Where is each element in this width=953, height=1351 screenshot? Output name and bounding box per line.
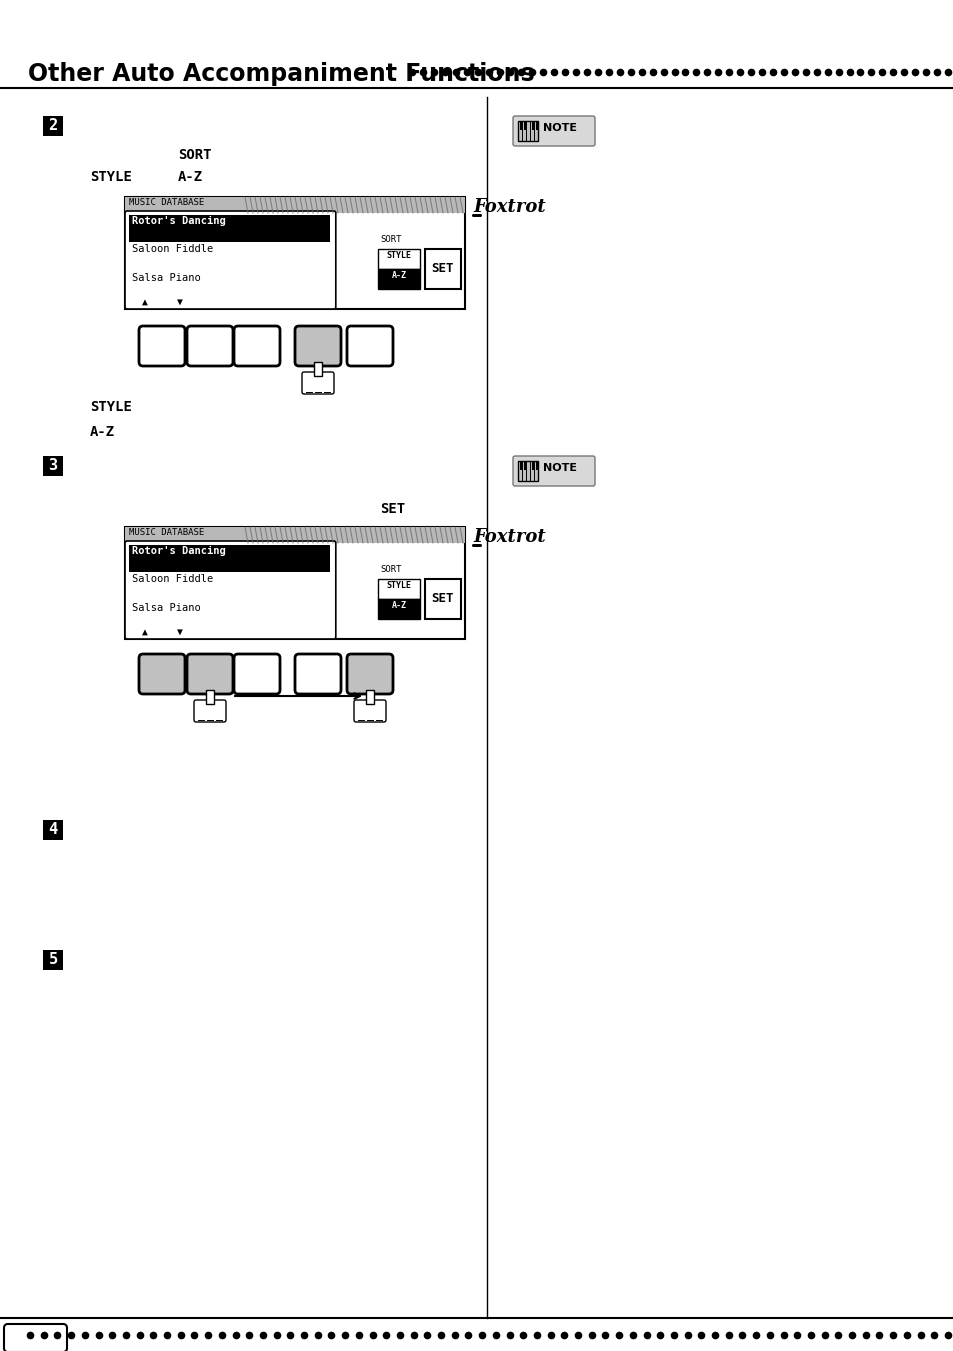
Bar	[377, 249, 419, 269]
Text: Salsa Piano: Salsa Piano	[132, 603, 200, 612]
Text: 4: 4	[49, 823, 57, 838]
FancyBboxPatch shape	[233, 654, 280, 694]
Text: STYLE: STYLE	[386, 251, 411, 259]
Text: A-Z: A-Z	[178, 170, 203, 184]
Bar	[523, 122, 525, 130]
Bar	[366, 690, 374, 704]
Bar	[125, 527, 464, 543]
FancyBboxPatch shape	[4, 1324, 67, 1351]
FancyBboxPatch shape	[193, 700, 226, 721]
Bar	[43, 457, 63, 476]
Text: A-Z: A-Z	[391, 601, 406, 611]
FancyBboxPatch shape	[139, 326, 185, 366]
Bar	[43, 116, 63, 136]
FancyBboxPatch shape	[233, 326, 280, 366]
Text: SORT: SORT	[379, 235, 401, 245]
Text: A-Z: A-Z	[391, 272, 406, 280]
Text: A-Z: A-Z	[90, 426, 115, 439]
FancyBboxPatch shape	[294, 326, 340, 366]
Text: Salsa Piano: Salsa Piano	[132, 273, 200, 282]
Text: SORT: SORT	[178, 149, 212, 162]
Text: SET: SET	[379, 503, 405, 516]
FancyBboxPatch shape	[354, 700, 386, 721]
Bar	[129, 215, 330, 242]
Bar	[519, 461, 521, 470]
Bar	[377, 598, 419, 619]
Bar	[536, 461, 537, 470]
Bar	[129, 544, 330, 573]
Text: Other Auto Accompaniment Functions: Other Auto Accompaniment Functions	[28, 62, 534, 86]
Bar	[536, 122, 537, 130]
Bar	[517, 461, 537, 481]
Text: Foxtrot: Foxtrot	[473, 199, 545, 216]
Bar	[206, 690, 213, 704]
Bar	[517, 122, 537, 141]
Bar	[125, 197, 464, 213]
Text: STYLE: STYLE	[90, 400, 132, 413]
Text: MUSIC DATABASE: MUSIC DATABASE	[129, 199, 204, 207]
FancyBboxPatch shape	[187, 326, 233, 366]
FancyBboxPatch shape	[139, 654, 185, 694]
Text: STYLE: STYLE	[90, 170, 132, 184]
Text: SET: SET	[432, 262, 454, 276]
FancyBboxPatch shape	[513, 457, 595, 486]
Text: ▲: ▲	[142, 627, 148, 638]
FancyBboxPatch shape	[347, 654, 393, 694]
Bar	[43, 820, 63, 840]
Bar	[314, 362, 322, 376]
Text: SORT: SORT	[379, 565, 401, 574]
Text: ▼: ▼	[177, 627, 183, 638]
Text: 3: 3	[49, 458, 57, 473]
Text: Saloon Fiddle: Saloon Fiddle	[132, 245, 213, 254]
Text: ▲: ▲	[142, 297, 148, 307]
FancyBboxPatch shape	[125, 540, 335, 639]
Bar	[523, 461, 525, 470]
Bar	[532, 461, 534, 470]
Bar	[377, 269, 419, 289]
FancyBboxPatch shape	[125, 527, 464, 639]
Text: Saloon Fiddle: Saloon Fiddle	[132, 574, 213, 585]
FancyBboxPatch shape	[347, 326, 393, 366]
FancyBboxPatch shape	[294, 654, 340, 694]
FancyBboxPatch shape	[513, 116, 595, 146]
Bar	[424, 580, 460, 619]
Text: Rotor's Dancing: Rotor's Dancing	[132, 216, 226, 226]
Bar	[377, 580, 419, 598]
Text: 2: 2	[49, 119, 57, 134]
Text: 5: 5	[49, 952, 57, 967]
Text: STYLE: STYLE	[386, 581, 411, 590]
FancyBboxPatch shape	[125, 197, 464, 309]
Text: MUSIC DATABASE: MUSIC DATABASE	[129, 528, 204, 536]
Bar	[43, 950, 63, 970]
Text: NOTE: NOTE	[542, 123, 577, 132]
Text: Foxtrot: Foxtrot	[473, 528, 545, 546]
Text: ▼: ▼	[177, 297, 183, 307]
FancyBboxPatch shape	[187, 654, 233, 694]
Text: Rotor's Dancing: Rotor's Dancing	[132, 546, 226, 557]
Bar	[424, 249, 460, 289]
Bar	[519, 122, 521, 130]
Text: SET: SET	[432, 593, 454, 605]
FancyBboxPatch shape	[125, 211, 335, 309]
FancyBboxPatch shape	[302, 372, 334, 394]
Text: NOTE: NOTE	[542, 463, 577, 473]
Bar	[532, 122, 534, 130]
